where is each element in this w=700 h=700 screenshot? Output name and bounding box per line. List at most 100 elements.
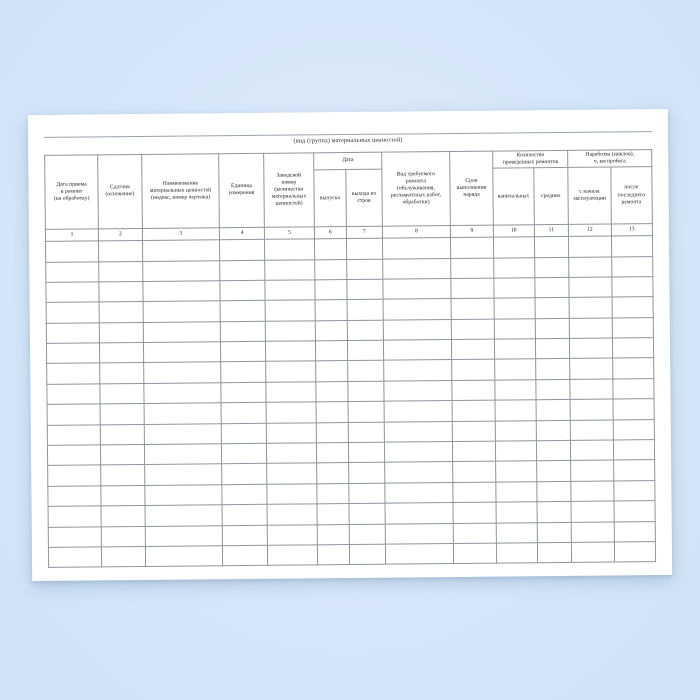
table-cell[interactable]	[452, 481, 497, 503]
table-cell[interactable]	[570, 440, 614, 461]
table-cell[interactable]	[384, 441, 453, 463]
table-cell[interactable]	[264, 259, 316, 281]
table-cell[interactable]	[265, 340, 316, 362]
table-cell[interactable]	[534, 256, 570, 278]
table-cell[interactable]	[450, 278, 495, 299]
table-cell[interactable]	[264, 279, 316, 301]
table-cell[interactable]	[568, 256, 612, 278]
table-cell[interactable]	[144, 525, 223, 547]
table-cell[interactable]	[611, 235, 653, 257]
table-cell[interactable]	[384, 482, 453, 504]
table-cell[interactable]	[316, 422, 349, 443]
table-cell[interactable]	[571, 521, 615, 543]
table-cell[interactable]	[452, 461, 497, 483]
table-cell[interactable]	[493, 236, 535, 258]
table-cell[interactable]	[534, 297, 570, 319]
table-cell[interactable]	[612, 378, 655, 400]
table-cell[interactable]	[144, 464, 223, 486]
table-cell[interactable]	[611, 317, 654, 339]
table-cell[interactable]	[222, 484, 267, 505]
table-cell[interactable]	[613, 500, 656, 522]
table-cell[interactable]	[569, 338, 613, 359]
table-cell[interactable]	[384, 461, 453, 483]
table-cell[interactable]	[535, 379, 571, 400]
table-cell[interactable]	[453, 543, 497, 564]
table-cell[interactable]	[143, 382, 222, 404]
table-cell[interactable]	[316, 483, 349, 505]
table-cell[interactable]	[221, 402, 267, 424]
table-cell[interactable]	[383, 339, 452, 361]
table-cell[interactable]	[317, 544, 350, 566]
table-cell[interactable]	[385, 543, 454, 565]
table-cell[interactable]	[315, 279, 347, 301]
table-cell[interactable]	[569, 297, 612, 319]
table-cell[interactable]	[101, 505, 145, 527]
table-cell[interactable]	[45, 281, 100, 303]
table-cell[interactable]	[265, 361, 316, 383]
table-cell[interactable]	[613, 460, 655, 481]
table-cell[interactable]	[142, 280, 221, 302]
table-cell[interactable]	[45, 261, 100, 283]
table-cell[interactable]	[534, 318, 570, 339]
table-cell[interactable]	[219, 239, 265, 261]
table-cell[interactable]	[347, 340, 384, 361]
table-cell[interactable]	[48, 526, 102, 548]
table-cell[interactable]	[347, 421, 385, 443]
table-cell[interactable]	[494, 298, 535, 319]
table-cell[interactable]	[569, 358, 613, 380]
table-cell[interactable]	[383, 359, 452, 382]
table-cell[interactable]	[316, 462, 349, 484]
table-cell[interactable]	[316, 401, 348, 423]
table-cell[interactable]	[535, 399, 571, 421]
table-cell[interactable]	[221, 382, 266, 403]
table-cell[interactable]	[221, 361, 266, 383]
table-cell[interactable]	[264, 300, 316, 322]
table-cell[interactable]	[100, 444, 145, 466]
table-cell[interactable]	[144, 443, 223, 465]
table-cell[interactable]	[143, 341, 222, 363]
table-cell[interactable]	[346, 258, 383, 280]
table-cell[interactable]	[450, 257, 495, 279]
table-cell[interactable]	[348, 482, 386, 504]
table-cell[interactable]	[569, 276, 612, 298]
table-cell[interactable]	[221, 422, 267, 444]
table-cell[interactable]	[382, 258, 451, 280]
table-cell[interactable]	[99, 281, 143, 303]
table-cell[interactable]	[347, 381, 385, 402]
table-cell[interactable]	[570, 378, 613, 400]
table-cell[interactable]	[46, 302, 100, 324]
table-cell[interactable]	[222, 463, 267, 485]
table-cell[interactable]	[571, 541, 615, 563]
table-cell[interactable]	[98, 240, 143, 262]
table-cell[interactable]	[536, 481, 572, 502]
table-cell[interactable]	[267, 544, 318, 566]
table-cell[interactable]	[496, 542, 538, 564]
table-cell[interactable]	[45, 241, 99, 262]
table-cell[interactable]	[495, 399, 536, 421]
table-cell[interactable]	[222, 524, 268, 546]
table-cell[interactable]	[220, 280, 265, 302]
table-cell[interactable]	[265, 381, 317, 403]
table-cell[interactable]	[383, 319, 452, 341]
table-cell[interactable]	[570, 399, 613, 421]
table-cell[interactable]	[220, 259, 265, 281]
table-cell[interactable]	[536, 521, 572, 543]
table-cell[interactable]	[348, 462, 385, 484]
table-cell[interactable]	[536, 460, 571, 482]
table-cell[interactable]	[571, 501, 614, 522]
table-cell[interactable]	[48, 546, 102, 568]
table-cell[interactable]	[535, 358, 571, 380]
table-cell[interactable]	[142, 239, 221, 262]
table-cell[interactable]	[569, 317, 613, 339]
table-cell[interactable]	[264, 238, 315, 260]
table-cell[interactable]	[383, 380, 452, 402]
table-cell[interactable]	[101, 526, 146, 547]
table-cell[interactable]	[494, 338, 536, 360]
table-cell[interactable]	[265, 402, 317, 423]
table-cell[interactable]	[348, 442, 385, 463]
table-cell[interactable]	[221, 443, 267, 465]
table-cell[interactable]	[347, 360, 384, 382]
table-cell[interactable]	[536, 501, 572, 523]
table-cell[interactable]	[348, 503, 386, 525]
table-cell[interactable]	[452, 441, 496, 462]
